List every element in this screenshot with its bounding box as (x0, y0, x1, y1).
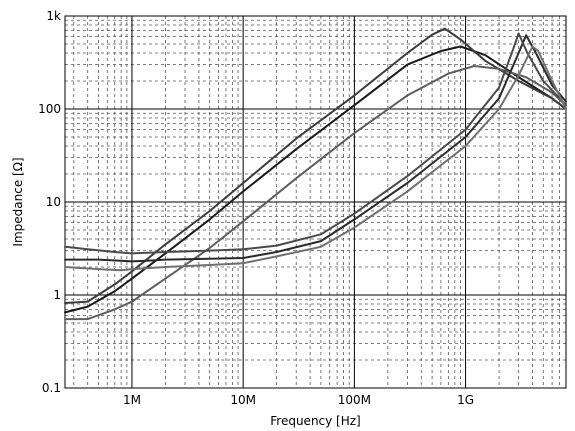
y-tick-labels: 0.1 1 10 100 1k (38, 9, 61, 395)
plot-area-frame (64, 15, 567, 389)
series-line-3 (64, 65, 567, 321)
major-gridlines (65, 15, 566, 389)
series-line-4 (64, 34, 567, 263)
series-line-6 (64, 45, 567, 272)
y-tick-label: 1 (53, 288, 61, 302)
x-tick-label: 1M (123, 393, 141, 407)
x-tick-label: 1G (457, 393, 474, 407)
y-tick-label: 0.1 (42, 381, 61, 395)
x-tick-label: 10M (230, 393, 256, 407)
series-line-5 (64, 32, 567, 255)
y-axis-title: Impedance [Ω] (11, 157, 25, 246)
x-tick-label: 100M (338, 393, 371, 407)
y-tick-label: 10 (46, 195, 61, 209)
series-layer (64, 27, 567, 321)
x-axis-title: Frequency [Hz] (270, 414, 361, 428)
series-line-1 (64, 45, 567, 314)
y-tick-label: 100 (38, 102, 61, 116)
series-line-2 (64, 27, 567, 304)
y-tick-label: 1k (46, 9, 61, 23)
x-tick-labels: 1M 10M 100M 1G (123, 393, 474, 407)
